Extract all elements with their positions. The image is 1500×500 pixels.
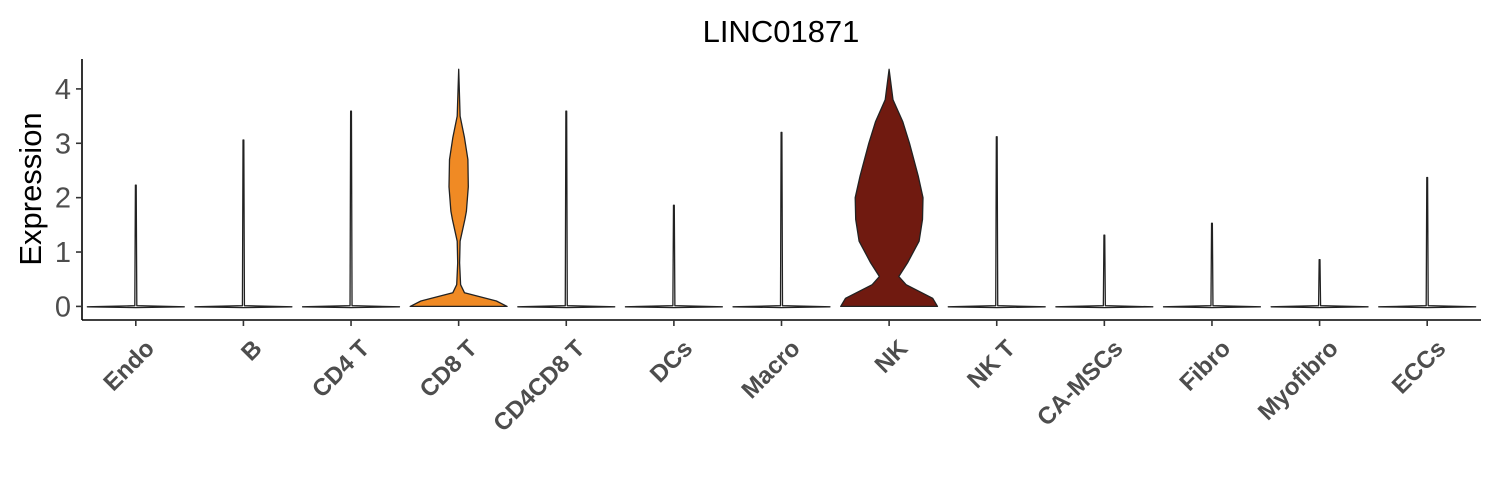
y-tick-label: 0 — [55, 291, 71, 323]
violin-eccs — [1378, 176, 1477, 309]
x-tick-label: CD4CD8 T — [488, 335, 590, 437]
x-tick-label: NK — [870, 335, 914, 379]
x-tick-label: Endo — [98, 335, 160, 397]
y-tick-label: 2 — [55, 183, 71, 215]
y-tick-label: 4 — [55, 74, 71, 106]
y-tick-label: 3 — [55, 128, 71, 160]
violin-macro — [732, 131, 831, 309]
violins-layer — [86, 68, 1477, 309]
chart-title: LINC01871 — [703, 14, 860, 49]
x-tick-label: B — [236, 335, 267, 366]
violin-endo — [86, 184, 185, 309]
x-tick-label: CD8 T — [415, 335, 483, 403]
violin-ca-mscs — [1055, 234, 1154, 309]
x-axis-ticks: Endo B CD4 T CD8 T CD4CD8 T DCs Macro NK NK T CA-… — [98, 320, 1451, 437]
x-tick-label: CD4 T — [307, 335, 375, 403]
x-tick-label: NK T — [962, 335, 1021, 394]
violin-fibro — [1162, 222, 1262, 309]
x-tick-label: Fibro — [1175, 335, 1237, 397]
y-tick-label: 1 — [55, 237, 71, 269]
violin-dcs — [624, 204, 723, 309]
y-axis-label: Expression — [13, 112, 48, 265]
x-tick-label: Myofibro — [1253, 335, 1344, 426]
x-tick-label: Macro — [737, 335, 806, 404]
violin-cd8-t — [409, 68, 508, 308]
violin-b — [194, 139, 293, 309]
y-axis-ticks: 0 1 2 3 4 — [55, 74, 82, 323]
violin-nk-t — [947, 136, 1046, 309]
violin-cd4cd8-t — [517, 110, 616, 309]
x-tick-label: ECCs — [1387, 335, 1451, 399]
x-tick-label: DCs — [645, 335, 698, 388]
violin-nk — [840, 68, 939, 308]
x-tick-label: CA-MSCs — [1032, 335, 1128, 431]
violin-myofibro — [1270, 258, 1369, 309]
violin-cd4-t — [301, 110, 401, 309]
